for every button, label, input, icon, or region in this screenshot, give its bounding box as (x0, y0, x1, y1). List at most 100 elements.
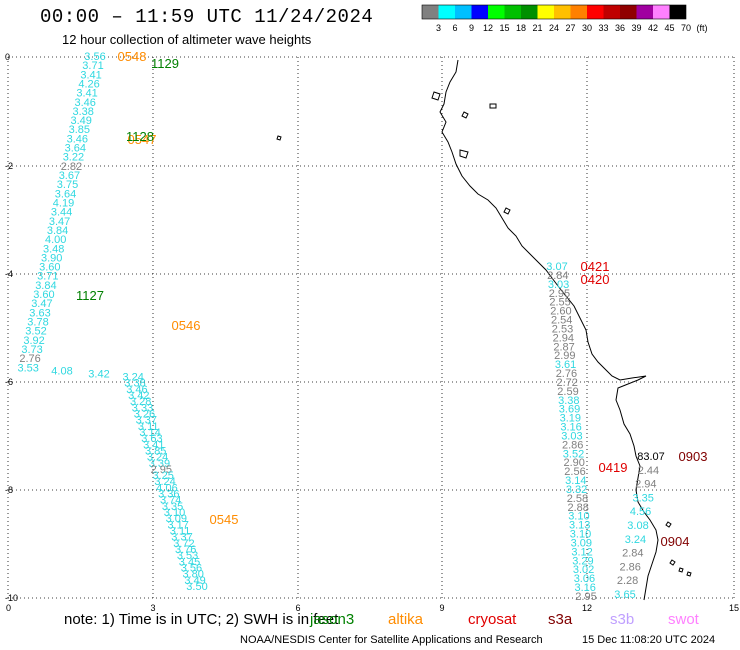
wave-height-value: 4.08 (51, 366, 72, 378)
colorbar-frame (421, 4, 687, 20)
wave-height-value: 3.10 (568, 511, 589, 523)
colorbar-label: (ft) (697, 23, 708, 33)
wave-height-value: 2.86 (562, 439, 583, 451)
colorbar-swatch (488, 5, 505, 19)
x-tick-label: 12 (582, 603, 592, 613)
colorbar: 3 6 9 12 15 18 21 24 27 30 33 36 39 42 45 70 (ft) (421, 4, 708, 33)
colorbar-swatch (636, 5, 653, 19)
wave-height-value: 3.80 (182, 569, 203, 581)
colorbar-swatch (554, 5, 571, 19)
colorbar-label: 12 (483, 23, 493, 33)
wave-height-value: 3.63 (29, 307, 50, 319)
colorbar-label: 9 (469, 23, 474, 33)
colorbar-swatch (669, 5, 686, 19)
wave-height-value: 3.19 (560, 413, 581, 425)
wave-height-value: 4.19 (53, 198, 74, 210)
x-tick-label: 0 (6, 603, 11, 613)
wave-height-value: 3.84 (35, 280, 56, 292)
island (276, 135, 282, 141)
page-subtitle: 12 hour collection of altimeter wave hei… (62, 32, 312, 47)
island (461, 111, 469, 119)
wave-height-value: 2.88 (567, 502, 588, 514)
wave-height-value: 3.13 (569, 520, 590, 532)
wave-height-value: 2.95 (151, 464, 172, 476)
y-tick-label: -4 (5, 269, 13, 279)
mission-s3a: s3a (548, 611, 573, 628)
pass-time-label: 0904 (661, 534, 690, 549)
wave-height-value: 2.94 (635, 479, 656, 491)
wave-height-value: 3.76 (175, 544, 196, 556)
wave-height-value: 3.10 (164, 507, 185, 519)
wave-height-value: 2.86 (619, 561, 640, 573)
wave-height-value: 3.52 (25, 326, 46, 338)
colorbar-label: 27 (565, 23, 575, 33)
wave-height-value: 2.44 (638, 465, 659, 477)
island (503, 207, 511, 215)
wave-height-value: 3.49 (184, 575, 205, 587)
wave-height-value: 3.85 (145, 445, 166, 457)
y-tick-label: 0 (5, 52, 10, 62)
wave-height-value: 3.14 (139, 427, 160, 439)
wave-height-value: 2.53 (552, 323, 573, 335)
wave-height-value: 3.28 (130, 396, 151, 408)
colorbar-swatch (620, 5, 637, 19)
colorbar-label: 3 (436, 23, 441, 33)
wave-height-value: 3.22 (63, 152, 84, 164)
coastline-main (439, 59, 659, 601)
colorbar-label: 18 (516, 23, 526, 33)
y-tick-label: -10 (5, 593, 18, 603)
pass-time-label: 0420 (581, 272, 610, 287)
wave-height-value: 2.94 (553, 332, 574, 344)
wave-height-value: 3.07 (546, 261, 567, 273)
colorbar-swatch (422, 5, 439, 19)
wave-height-value: 2.95 (575, 591, 596, 603)
pass-time-label: 1127 (76, 288, 104, 303)
wave-height-value: 3.36 (158, 489, 179, 501)
wave-height-value: 3.24 (147, 452, 168, 464)
wave-height-value: 3.41 (143, 439, 164, 451)
colorbar-swatch (471, 5, 488, 19)
x-tick-label: 9 (439, 603, 444, 613)
wave-height-value: 3.60 (39, 262, 60, 274)
wave-height-value: 4.06 (156, 482, 177, 494)
wave-height-value: 3.03 (561, 431, 582, 443)
x-tick-label: 15 (729, 603, 739, 613)
wave-height-value: 3.39 (149, 458, 170, 470)
wave-height-value: 3.53 (17, 362, 38, 374)
wave-height-value: 3.17 (167, 519, 188, 531)
mission-s3b: s3b (610, 611, 635, 628)
wave-height-value: 3.24 (154, 476, 175, 488)
pass-time-label: 1128 (126, 129, 154, 144)
mission-jason3: jason3 (310, 611, 355, 628)
wave-height-value: 3.03 (548, 279, 569, 291)
colorbar-swatch (570, 5, 587, 19)
wave-height-value: 3.61 (555, 359, 576, 371)
colorbar-swatch (438, 5, 455, 19)
wave-height-value: 3.63 (141, 433, 162, 445)
wave-height-value: 3.71 (37, 271, 58, 283)
wave-height-value: 3.08 (627, 520, 648, 532)
wave-height-value: 3.37 (136, 415, 157, 427)
wave-height-value: 2.76 (19, 353, 40, 365)
colorbar-label: 36 (615, 23, 625, 33)
colorbar-label: 30 (582, 23, 592, 33)
colorbar-label: 33 (598, 23, 608, 33)
y-tick-label: -6 (5, 377, 13, 387)
x-tick-label: 3 (150, 603, 155, 613)
island (665, 521, 672, 528)
y-tick-label: -8 (5, 485, 13, 495)
wave-height-value: 3.85 (69, 124, 90, 136)
wave-height-value: 3.10 (570, 529, 591, 541)
wave-height-value: 3.09 (166, 513, 187, 525)
wave-height-value: 3.24 (625, 534, 646, 546)
pass-time-label: 0419 (599, 460, 628, 475)
wave-height-value: 3.14 (565, 475, 586, 487)
island (459, 149, 469, 159)
wave-height-value: 3.69 (559, 404, 580, 416)
wave-height-value: 3.74 (160, 495, 181, 507)
wave-height-value: 3.38 (124, 378, 145, 390)
wave-height-value: 3.65 (614, 589, 635, 601)
colorbar-label: 42 (648, 23, 658, 33)
colorbar-swatch (587, 5, 604, 19)
wave-height-value: 2.72 (556, 377, 577, 389)
